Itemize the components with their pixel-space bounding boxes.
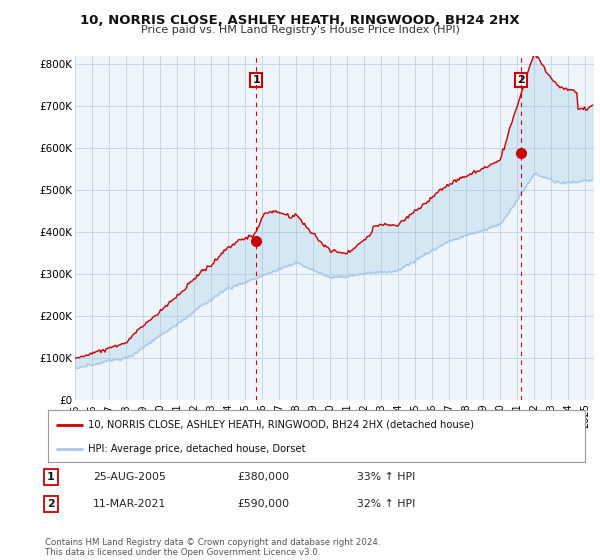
Text: 10, NORRIS CLOSE, ASHLEY HEATH, RINGWOOD, BH24 2HX: 10, NORRIS CLOSE, ASHLEY HEATH, RINGWOOD… — [80, 14, 520, 27]
Text: 25-AUG-2005: 25-AUG-2005 — [93, 472, 166, 482]
Text: 1: 1 — [253, 75, 260, 85]
Text: 1: 1 — [47, 472, 55, 482]
Text: 33% ↑ HPI: 33% ↑ HPI — [357, 472, 415, 482]
Text: 2: 2 — [47, 499, 55, 509]
Text: £590,000: £590,000 — [237, 499, 289, 509]
Text: 2: 2 — [517, 75, 524, 85]
Text: £380,000: £380,000 — [237, 472, 289, 482]
Text: HPI: Average price, detached house, Dorset: HPI: Average price, detached house, Dors… — [88, 444, 306, 454]
Text: Price paid vs. HM Land Registry's House Price Index (HPI): Price paid vs. HM Land Registry's House … — [140, 25, 460, 35]
Text: 11-MAR-2021: 11-MAR-2021 — [93, 499, 166, 509]
Text: 10, NORRIS CLOSE, ASHLEY HEATH, RINGWOOD, BH24 2HX (detached house): 10, NORRIS CLOSE, ASHLEY HEATH, RINGWOOD… — [88, 420, 474, 430]
Text: Contains HM Land Registry data © Crown copyright and database right 2024.
This d: Contains HM Land Registry data © Crown c… — [45, 538, 380, 557]
Text: 32% ↑ HPI: 32% ↑ HPI — [357, 499, 415, 509]
